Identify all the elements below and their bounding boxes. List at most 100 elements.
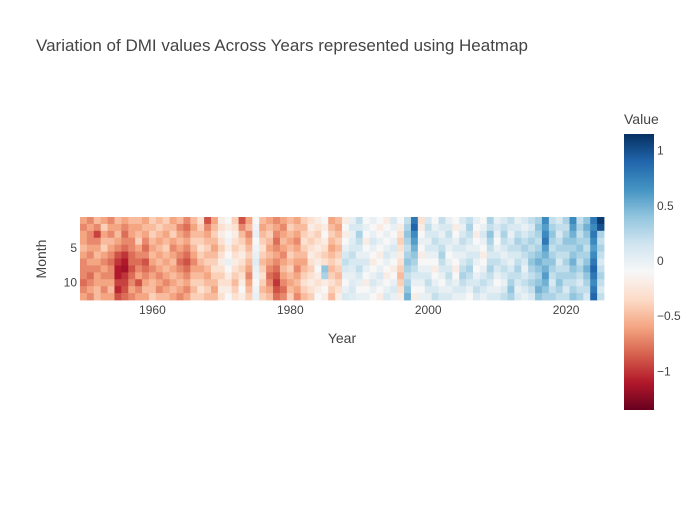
heatmap-cell [390, 272, 398, 280]
heatmap-cell [576, 293, 584, 301]
heatmap-cell [107, 237, 115, 246]
heatmap-cell [259, 230, 267, 239]
heatmap-cell [424, 265, 433, 273]
heatmap-cell [342, 251, 350, 259]
heatmap-cell [293, 265, 302, 273]
heatmap-cell [273, 217, 281, 225]
heatmap-cell [431, 293, 439, 301]
heatmap-cell [148, 223, 157, 232]
heatmap-cell [114, 244, 122, 252]
heatmap-cell [452, 258, 460, 266]
heatmap-cell [548, 251, 557, 259]
heatmap-cell [562, 251, 570, 259]
heatmap-cell [335, 279, 343, 287]
heatmap-cell [528, 265, 536, 273]
heatmap-cell [466, 217, 474, 225]
heatmap-cell [507, 272, 515, 280]
heatmap-cell [197, 223, 205, 232]
heatmap-cell [493, 251, 501, 259]
heatmap-cell [135, 244, 143, 252]
heatmap-cell [231, 258, 239, 266]
heatmap-cell [114, 223, 122, 232]
heatmap-cell [142, 217, 150, 225]
heatmap-cell [417, 251, 426, 259]
heatmap-cell [555, 258, 564, 266]
heatmap-cell [286, 279, 295, 287]
heatmap-cell [569, 237, 577, 246]
heatmap-cell [452, 230, 460, 239]
heatmap-cell [390, 279, 398, 287]
heatmap-cell [307, 279, 315, 287]
heatmap-cell [176, 244, 184, 252]
heatmap-cell [107, 279, 115, 287]
heatmap-cell [466, 230, 474, 239]
heatmap-cell [397, 251, 405, 259]
heatmap-cell [335, 217, 343, 225]
heatmap-cell [314, 251, 322, 259]
heatmap-cell [183, 272, 191, 280]
heatmap-cell [286, 293, 295, 301]
heatmap-cell [162, 217, 171, 225]
heatmap-cell [376, 258, 384, 266]
heatmap-cell [211, 258, 219, 266]
heatmap-cell [266, 286, 274, 294]
heatmap-cell [224, 230, 233, 239]
heatmap-cell [500, 272, 508, 280]
heatmap-cell [452, 237, 460, 246]
heatmap-cell [342, 286, 350, 294]
heatmap-cell [479, 237, 488, 246]
heatmap-cell [348, 251, 357, 259]
heatmap-cell [342, 223, 350, 232]
heatmap-cell [555, 223, 564, 232]
heatmap-cell [597, 244, 605, 252]
heatmap-cell [417, 265, 426, 273]
heatmap-cell [224, 293, 233, 301]
heatmap-cell [307, 286, 315, 294]
heatmap-cell [259, 272, 267, 280]
heatmap-cell [459, 293, 467, 301]
heatmap-cell [211, 217, 219, 225]
heatmap-cell [197, 265, 205, 273]
heatmap-cell [273, 265, 281, 273]
heatmap-cell [417, 258, 426, 266]
heatmap-cell [190, 265, 198, 273]
heatmap-cell [293, 244, 302, 252]
heatmap-cell [473, 217, 481, 225]
heatmap-cell [569, 230, 577, 239]
heatmap-cell [376, 272, 384, 280]
heatmap-cell [404, 230, 412, 239]
heatmap-cell [204, 272, 212, 280]
heatmap-cell [452, 265, 460, 273]
heatmap-cell [452, 217, 460, 225]
heatmap-cell [231, 279, 239, 287]
heatmap-cell [80, 272, 88, 280]
x-axis-label: Year [328, 330, 357, 346]
heatmap-cell [521, 279, 529, 287]
heatmap-cell [259, 293, 267, 301]
heatmap-cell [293, 293, 302, 301]
heatmap-cell [114, 230, 122, 239]
heatmap-cell [307, 265, 315, 273]
heatmap-cell [293, 286, 302, 294]
heatmap-cell [514, 251, 522, 259]
heatmap-cell [383, 279, 391, 287]
heatmap-cell [190, 293, 198, 301]
heatmap-cell [452, 286, 460, 294]
heatmap-cell [362, 258, 370, 266]
heatmap-cell [321, 230, 329, 239]
heatmap-cell [397, 279, 405, 287]
heatmap-cell [211, 265, 219, 273]
heatmap-cell [148, 279, 157, 287]
heatmap-cell [252, 230, 260, 239]
heatmap-cell [162, 230, 171, 239]
heatmap-cell [597, 265, 605, 273]
heatmap-cell [397, 223, 405, 232]
heatmap-cell [507, 293, 515, 301]
heatmap-cell [493, 272, 501, 280]
heatmap-cell [369, 293, 377, 301]
heatmap-cell [342, 265, 350, 273]
heatmap-cell [486, 258, 495, 266]
heatmap-cell [80, 217, 88, 225]
heatmap-cell [590, 244, 598, 252]
heatmap-cell [479, 251, 488, 259]
